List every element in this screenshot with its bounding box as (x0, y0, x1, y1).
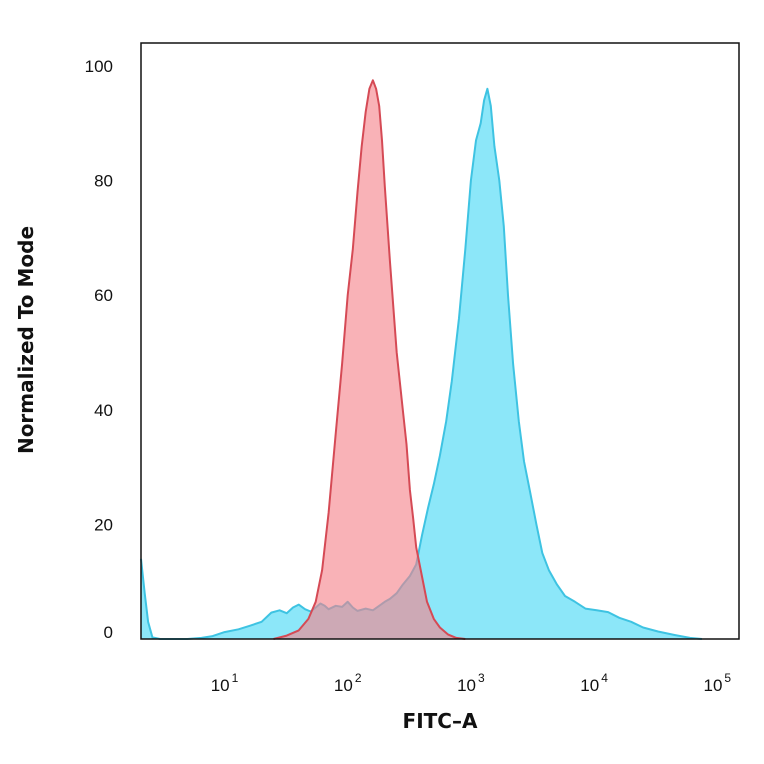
y-tick-label: 40 (94, 401, 113, 420)
x-tick-label: 10 1 (211, 671, 239, 695)
histogram-area-1 (141, 88, 702, 640)
y-tick-label: 0 (104, 623, 113, 642)
histogram-area-2 (273, 80, 466, 640)
series-layer (140, 79, 702, 640)
histogram-outline-1 (140, 87, 702, 640)
y-tick-label: 60 (94, 286, 113, 305)
x-tick-label: 10 2 (334, 671, 362, 695)
y-tick-label: 100 (85, 57, 113, 76)
x-axis-title: FITC–A (403, 709, 478, 733)
histogram-outline-2 (273, 79, 466, 640)
x-axis-ticks: 10 1 10 2 10 3 10 4 10 5 (211, 671, 732, 695)
y-tick-label: 80 (94, 172, 113, 191)
y-axis-title: Normalized To Mode (14, 226, 38, 454)
plot-frame (140, 42, 740, 640)
y-axis-ticks: 0 20 40 60 80 100 (85, 57, 113, 642)
y-tick-label: 20 (94, 515, 113, 534)
x-tick-label: 10 4 (580, 671, 608, 695)
x-tick-label: 10 3 (457, 671, 485, 695)
x-tick-label: 10 5 (704, 671, 732, 695)
